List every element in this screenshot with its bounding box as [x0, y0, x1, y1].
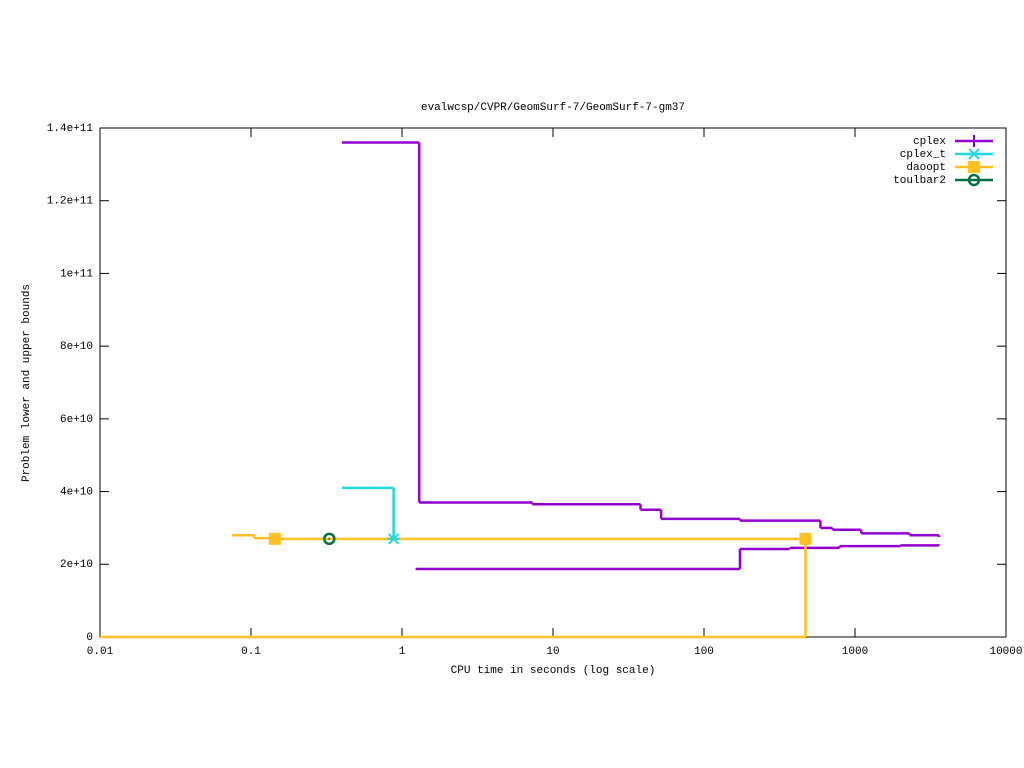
- x-tick-label: 0.01: [87, 646, 114, 658]
- marker-part: [799, 532, 812, 545]
- marker-part: [967, 173, 981, 187]
- y-tick-label: 1.4e+11: [47, 123, 94, 135]
- y-tick-label: 1.2e+11: [47, 196, 94, 208]
- marker-part: [268, 532, 281, 545]
- marker: [323, 532, 336, 546]
- y-tick-label: 4e+10: [60, 486, 93, 498]
- legend-label: cplex_t: [900, 149, 946, 161]
- y-tick-label: 0: [86, 632, 93, 644]
- marker: [268, 532, 281, 545]
- marker: [968, 135, 980, 147]
- y-tick-label: 8e+10: [60, 341, 93, 353]
- x-tick-label: 10000: [989, 646, 1022, 658]
- legend-label: cplex: [913, 136, 946, 148]
- marker-part: [323, 532, 336, 546]
- point: [328, 537, 331, 540]
- x-tick-label: 1: [399, 646, 406, 658]
- x-tick-label: 1000: [842, 646, 868, 658]
- marker: [799, 532, 812, 545]
- marker: [967, 173, 981, 187]
- legend-label: daoopt: [906, 162, 946, 174]
- marker: [968, 161, 980, 173]
- y-tick-label: 6e+10: [60, 414, 93, 426]
- marker: [968, 148, 980, 160]
- y-tick-label: 2e+10: [60, 559, 93, 571]
- chart-title: evalwcsp/CVPR/GeomSurf-7/GeomSurf-7-gm37: [421, 102, 685, 114]
- x-axis-label: CPU time in seconds (log scale): [451, 665, 656, 677]
- legend-label: toulbar2: [893, 175, 946, 187]
- x-tick-label: 10: [546, 646, 559, 658]
- marker: [387, 533, 400, 545]
- y-axis-label: Problem lower and upper bounds: [21, 284, 33, 482]
- x-tick-label: 0.1: [241, 646, 261, 658]
- y-tick-label: 1e+11: [60, 268, 93, 280]
- x-tick-label: 100: [694, 646, 714, 658]
- marker-part: [968, 161, 980, 173]
- plot-frame: [99, 127, 1007, 638]
